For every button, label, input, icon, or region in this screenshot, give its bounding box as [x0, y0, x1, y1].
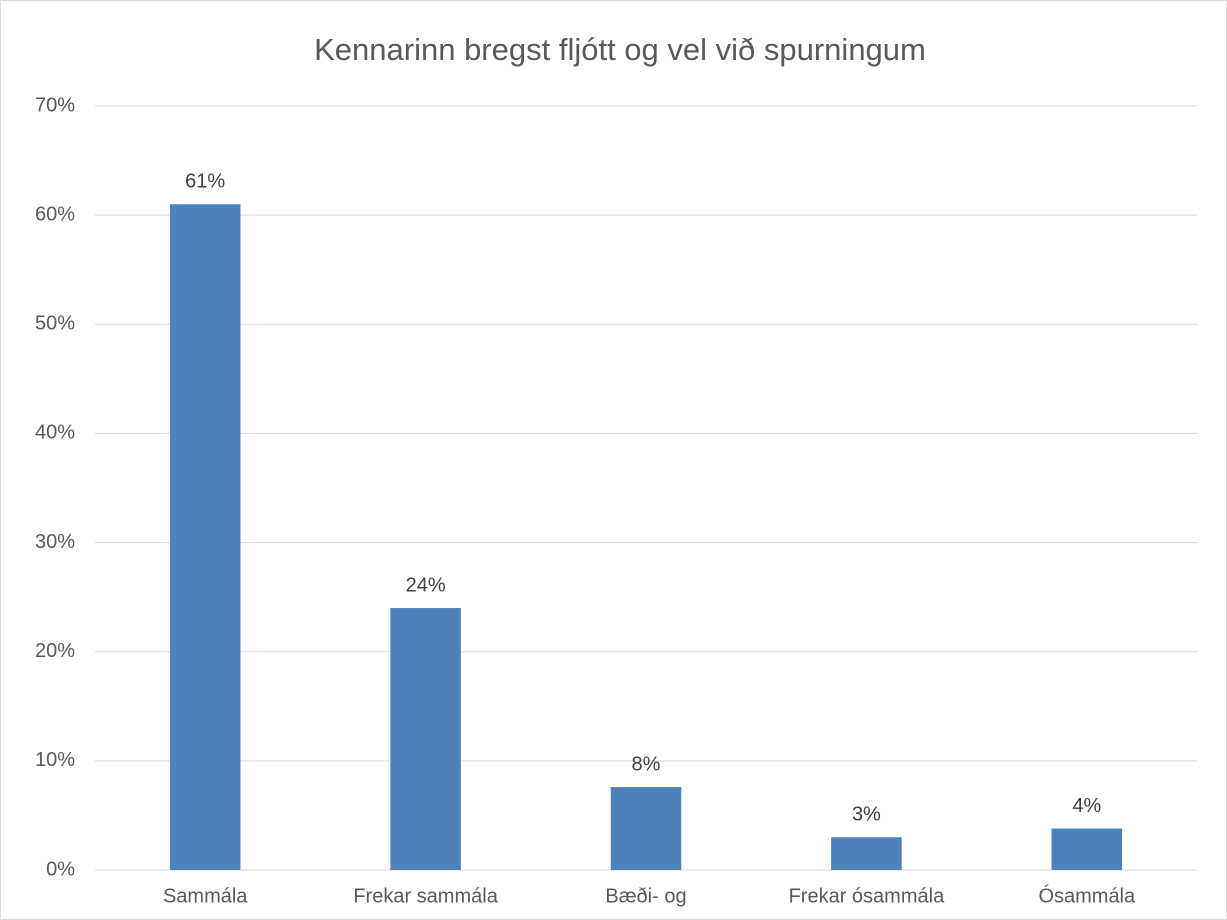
bar — [831, 837, 902, 870]
y-tick-label: 30% — [35, 531, 75, 553]
bar — [1051, 828, 1123, 870]
value-label: 61% — [185, 171, 225, 193]
y-tick-label: 60% — [35, 203, 75, 225]
value-label: 8% — [632, 753, 661, 775]
chart-title: Kennarinn bregst fljótt og vel við spurn… — [314, 32, 926, 67]
y-tick-label: 0% — [46, 858, 75, 880]
value-label: 24% — [406, 574, 446, 596]
y-tick-label: 50% — [35, 313, 75, 335]
y-tick-label: 40% — [35, 422, 75, 444]
y-tick-label: 20% — [35, 640, 75, 662]
value-label: 4% — [1072, 795, 1101, 817]
value-label: 3% — [852, 804, 881, 826]
bar — [169, 204, 241, 870]
x-tick-label: Sammála — [163, 885, 248, 907]
x-tick-label: Bæði- og — [605, 885, 686, 907]
bar — [390, 608, 461, 870]
bar — [610, 787, 682, 870]
x-tick-label: Frekar ósammála — [789, 885, 945, 907]
x-tick-label: Ósammála — [1038, 884, 1136, 907]
x-tick-label: Frekar sammála — [353, 885, 498, 907]
y-tick-label: 10% — [35, 749, 75, 771]
y-tick-label: 70% — [35, 94, 75, 116]
